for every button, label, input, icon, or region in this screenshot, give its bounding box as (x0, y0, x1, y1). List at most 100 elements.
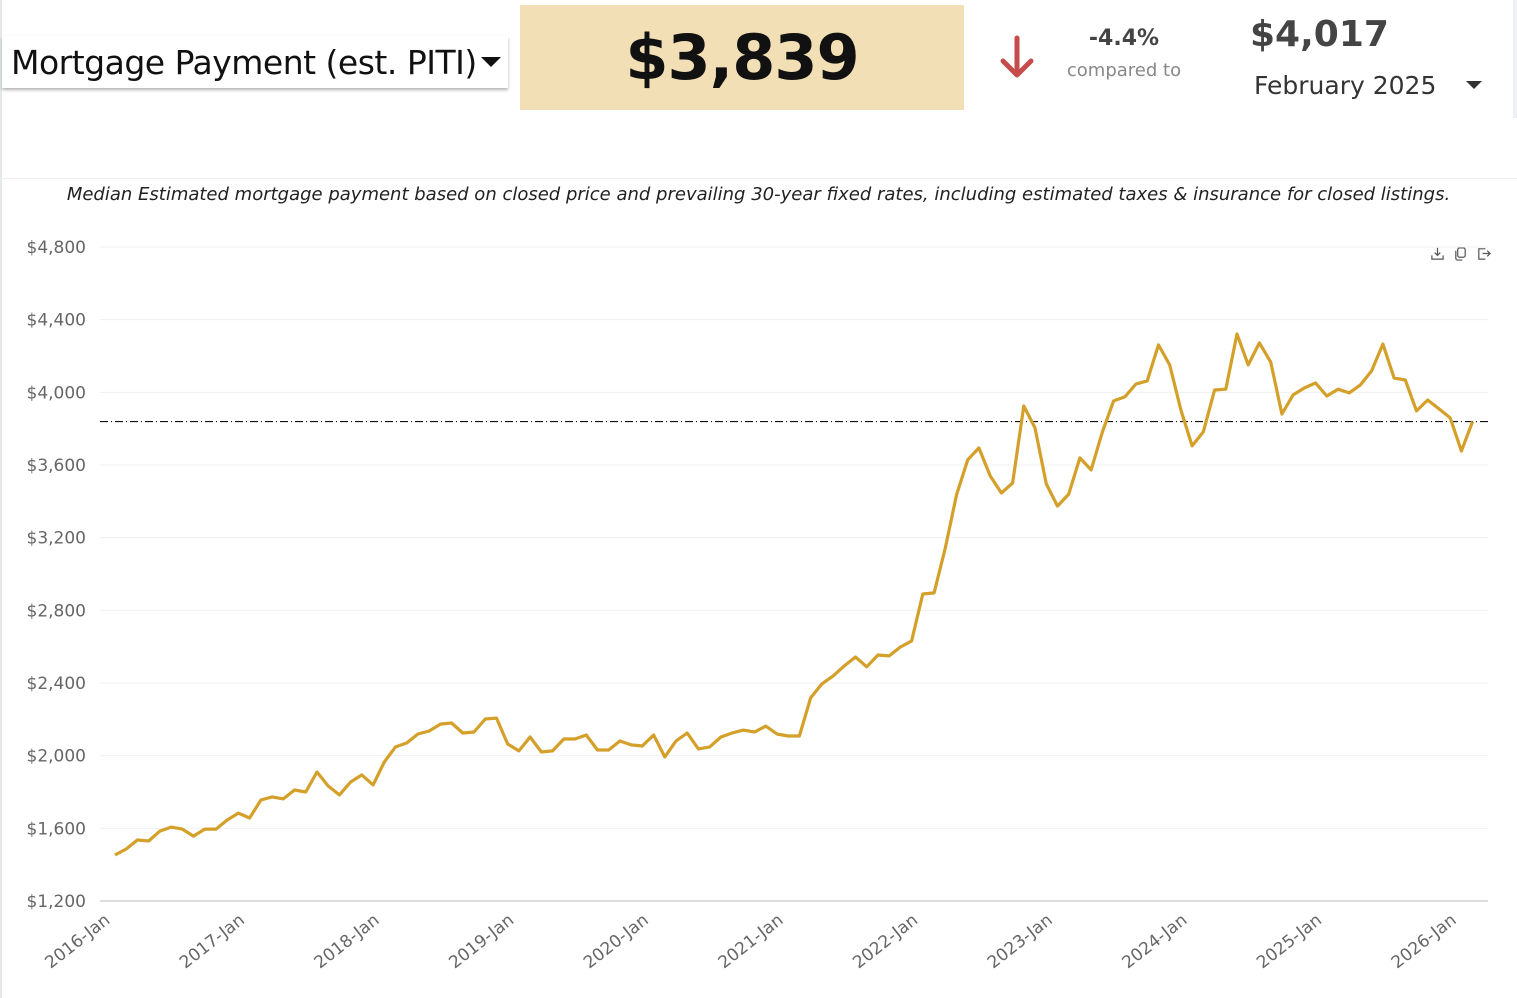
data-point[interactable] (829, 672, 837, 680)
data-point[interactable] (975, 444, 983, 452)
data-point[interactable] (1323, 392, 1331, 400)
data-point[interactable] (739, 726, 747, 734)
data-point[interactable] (683, 729, 691, 737)
data-point[interactable] (1188, 442, 1196, 450)
data-point[interactable] (885, 652, 893, 660)
data-point[interactable] (582, 731, 590, 739)
data-point[interactable] (504, 740, 512, 748)
data-point[interactable] (795, 732, 803, 740)
data-point[interactable] (1278, 410, 1286, 418)
data-point[interactable] (1457, 447, 1465, 455)
data-point[interactable] (234, 809, 242, 817)
data-point[interactable] (515, 747, 523, 755)
data-point[interactable] (1020, 402, 1028, 410)
data-point[interactable] (560, 735, 568, 743)
data-point[interactable] (369, 781, 377, 789)
data-point[interactable] (997, 489, 1005, 497)
data-point[interactable] (1368, 367, 1376, 375)
data-point[interactable] (1312, 379, 1320, 387)
data-point[interactable] (1289, 391, 1297, 399)
data-point[interactable] (1132, 380, 1140, 388)
data-point[interactable] (201, 825, 209, 833)
data-point[interactable] (1334, 385, 1342, 393)
data-point[interactable] (1177, 406, 1185, 414)
data-point[interactable] (1031, 424, 1039, 432)
data-point[interactable] (1065, 490, 1073, 498)
data-point[interactable] (1267, 358, 1275, 366)
data-point[interactable] (717, 733, 725, 741)
data-point[interactable] (807, 694, 815, 702)
data-point[interactable] (1233, 330, 1241, 338)
data-point[interactable] (840, 662, 848, 670)
data-point[interactable] (616, 737, 624, 745)
data-point[interactable] (773, 730, 781, 738)
data-point[interactable] (1379, 340, 1387, 348)
data-point[interactable] (896, 643, 904, 651)
data-point[interactable] (145, 837, 153, 845)
data-point[interactable] (481, 715, 489, 723)
data-point[interactable] (638, 742, 646, 750)
data-point[interactable] (571, 735, 579, 743)
data-point[interactable] (291, 786, 299, 794)
data-point[interactable] (403, 739, 411, 747)
data-point[interactable] (694, 745, 702, 753)
download-icon[interactable] (1430, 246, 1445, 261)
data-point[interactable] (526, 733, 534, 741)
data-point[interactable] (1121, 393, 1129, 401)
data-point[interactable] (1166, 361, 1174, 369)
data-point[interactable] (414, 730, 422, 738)
data-point[interactable] (223, 816, 231, 824)
data-point[interactable] (1098, 428, 1106, 436)
data-point[interactable] (751, 728, 759, 736)
data-point[interactable] (706, 743, 714, 751)
export-icon[interactable] (1476, 246, 1491, 261)
compared-period-dropdown[interactable]: February 2025 (1254, 68, 1486, 102)
data-point[interactable] (133, 836, 141, 844)
data-point[interactable] (257, 796, 265, 804)
copy-icon[interactable] (1453, 246, 1468, 261)
data-point[interactable] (549, 747, 557, 755)
data-point[interactable] (335, 791, 343, 799)
data-point[interactable] (986, 472, 994, 480)
data-point[interactable] (212, 825, 220, 833)
data-point[interactable] (122, 845, 130, 853)
data-point[interactable] (470, 728, 478, 736)
data-point[interactable] (863, 663, 871, 671)
data-point[interactable] (672, 737, 680, 745)
data-point[interactable] (1469, 418, 1477, 426)
data-point[interactable] (190, 832, 198, 840)
data-point[interactable] (762, 722, 770, 730)
data-point[interactable] (1435, 405, 1443, 413)
data-point[interactable] (1143, 377, 1151, 385)
data-point[interactable] (1356, 381, 1364, 389)
data-point[interactable] (593, 746, 601, 754)
data-point[interactable] (1244, 361, 1252, 369)
data-point[interactable] (302, 788, 310, 796)
data-point[interactable] (852, 653, 860, 661)
data-point[interactable] (380, 758, 388, 766)
data-point[interactable] (1300, 384, 1308, 392)
data-point[interactable] (347, 778, 355, 786)
data-point[interactable] (784, 732, 792, 740)
data-point[interactable] (1413, 407, 1421, 415)
data-point[interactable] (492, 714, 500, 722)
data-point[interactable] (941, 544, 949, 552)
data-point[interactable] (324, 782, 332, 790)
data-point[interactable] (650, 731, 658, 739)
data-point[interactable] (156, 827, 164, 835)
data-point[interactable] (1110, 397, 1118, 405)
data-point[interactable] (1345, 389, 1353, 397)
data-point[interactable] (459, 729, 467, 737)
data-point[interactable] (1087, 466, 1095, 474)
data-point[interactable] (425, 727, 433, 735)
data-point[interactable] (111, 851, 119, 859)
data-point[interactable] (919, 590, 927, 598)
data-point[interactable] (1390, 374, 1398, 382)
data-point[interactable] (1076, 454, 1084, 462)
data-point[interactable] (908, 637, 916, 645)
data-point[interactable] (1009, 479, 1017, 487)
data-point[interactable] (1424, 396, 1432, 404)
data-point[interactable] (874, 651, 882, 659)
data-point[interactable] (1154, 341, 1162, 349)
data-point[interactable] (953, 491, 961, 499)
